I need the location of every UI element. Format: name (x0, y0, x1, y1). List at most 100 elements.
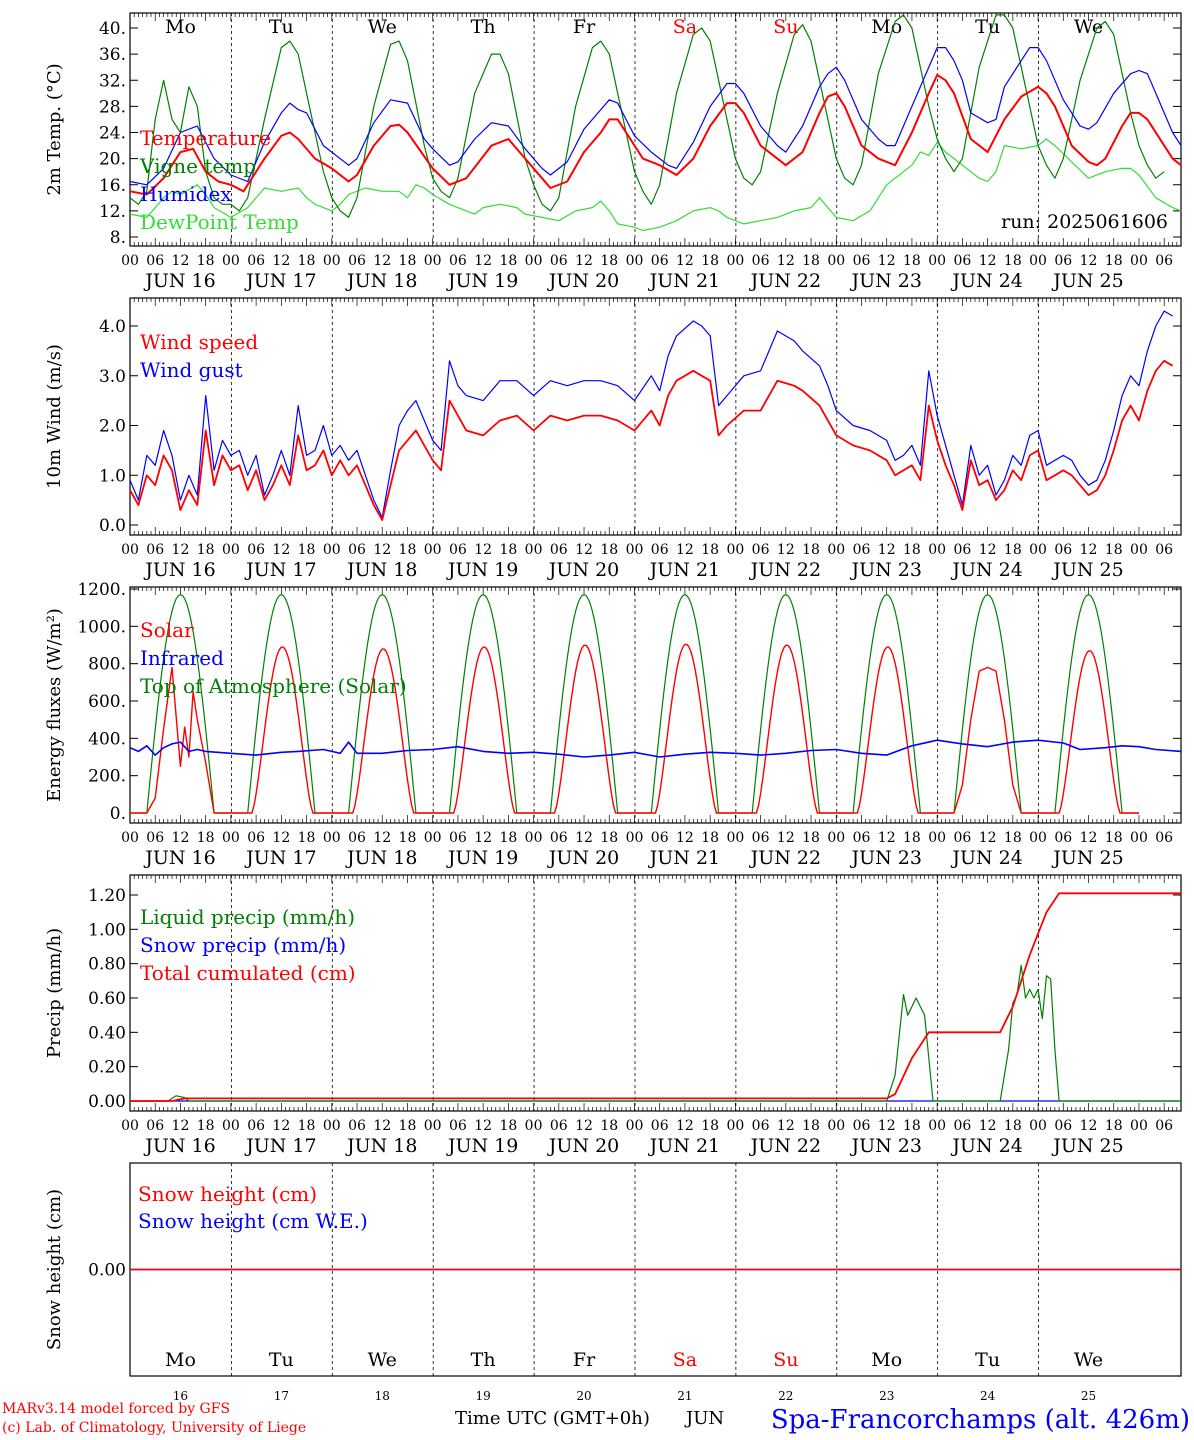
hour-tick-label: 06 (752, 253, 770, 269)
date-label: JUN 23 (849, 270, 921, 292)
hour-tick-label: 12 (676, 830, 694, 846)
flux-legend-item: Top of Atmosphere (Solar) (140, 674, 407, 698)
hour-tick-label: 18 (298, 542, 316, 558)
hour-tick-label: 06 (550, 1118, 568, 1134)
hour-tick-label: 06 (853, 542, 871, 558)
hour-tick-label: 00 (726, 253, 744, 269)
snow-legend-item: Snow height (cm) (138, 1182, 317, 1206)
hour-tick-label: 18 (802, 253, 820, 269)
wind-legend-item: Wind speed (140, 330, 258, 354)
hour-tick-label: 06 (651, 830, 669, 846)
day-name-top: Sa (673, 16, 697, 38)
hour-tick-label: 12 (979, 542, 997, 558)
date-label: JUN 24 (950, 847, 1022, 869)
date-label: JUN 20 (547, 270, 619, 292)
hour-tick-label: 18 (1004, 830, 1022, 846)
date-label: JUN 21 (648, 559, 720, 581)
y-axis-label: 10m Wind (m/s) (44, 344, 65, 489)
hour-tick-label: 06 (1155, 830, 1173, 846)
station-title: Spa-Francorchamps (alt. 426m) (771, 1405, 1190, 1435)
hour-tick-label: 12 (172, 253, 190, 269)
y-tick-label: 36. (99, 45, 126, 65)
hour-tick-label: 00 (1029, 253, 1047, 269)
y-tick-label: 12. (99, 202, 126, 222)
hour-tick-label: 00 (424, 542, 442, 558)
date-label: JUN 22 (749, 270, 821, 292)
temp-series-line (129, 138, 1182, 232)
hour-tick-label: 06 (449, 1118, 467, 1134)
hour-tick-label: 12 (979, 830, 997, 846)
hour-tick-label: 00 (1130, 830, 1148, 846)
hour-tick-label: 12 (272, 1118, 290, 1134)
hour-tick-label: 12 (878, 542, 896, 558)
hour-tick-label: 18 (802, 830, 820, 846)
hour-tick-label: 18 (701, 830, 719, 846)
hour-tick-label: 06 (146, 253, 164, 269)
y-tick-label: 3.0 (99, 367, 126, 387)
precip-legend-item: Total cumulated (cm) (140, 961, 356, 985)
hour-tick-label: 18 (1105, 830, 1123, 846)
hour-tick-label: 00 (525, 253, 543, 269)
hour-tick-label: 12 (575, 542, 593, 558)
hour-tick-label: 18 (1004, 1118, 1022, 1134)
hour-tick-label: 12 (272, 542, 290, 558)
hour-tick-label: 12 (1080, 542, 1098, 558)
day-name-top: Su (773, 16, 798, 38)
hour-tick-label: 06 (651, 542, 669, 558)
hour-tick-label: 12 (373, 253, 391, 269)
hour-tick-label: 06 (247, 542, 265, 558)
y-tick-label: 1.00 (88, 920, 126, 940)
hour-tick-label: 12 (474, 1118, 492, 1134)
hour-tick-label: 06 (1155, 542, 1173, 558)
date-label: JUN 23 (849, 847, 921, 869)
month-label: JUN (684, 1408, 724, 1429)
day-number: 19 (475, 1389, 490, 1403)
day-name-top: Mo (165, 16, 196, 38)
y-tick-label: 40. (99, 19, 126, 39)
hour-tick-label: 06 (348, 830, 366, 846)
hour-tick-label: 06 (853, 253, 871, 269)
date-label: JUN 22 (749, 559, 821, 581)
hour-tick-label: 18 (802, 542, 820, 558)
hour-tick-label: 18 (701, 542, 719, 558)
date-label: JUN 16 (143, 270, 215, 292)
date-label: JUN 24 (950, 1135, 1022, 1157)
day-number: 17 (274, 1389, 289, 1403)
y-tick-label: 20. (99, 150, 126, 170)
hour-tick-label: 12 (272, 253, 290, 269)
hour-tick-label: 12 (676, 542, 694, 558)
hour-tick-label: 06 (1054, 830, 1072, 846)
hour-tick-label: 00 (323, 542, 341, 558)
hour-tick-label: 12 (777, 1118, 795, 1134)
hour-tick-label: 00 (222, 542, 240, 558)
y-axis-label: Snow height (cm) (44, 1189, 65, 1350)
hour-tick-label: 00 (222, 1118, 240, 1134)
y-tick-label: 4.0 (99, 317, 126, 337)
hour-tick-label: 18 (600, 830, 618, 846)
date-label: JUN 21 (648, 847, 720, 869)
hour-tick-label: 12 (878, 830, 896, 846)
hour-tick-label: 00 (424, 253, 442, 269)
hour-tick-label: 18 (399, 1118, 417, 1134)
hour-tick-label: 06 (348, 1118, 366, 1134)
hour-tick-label: 06 (853, 1118, 871, 1134)
y-tick-label: 400. (88, 729, 126, 749)
day-number: 23 (879, 1389, 894, 1403)
hour-tick-label: 18 (1004, 253, 1022, 269)
day-number: 24 (980, 1389, 996, 1403)
hour-tick-label: 06 (550, 542, 568, 558)
y-tick-label: 0.80 (88, 955, 126, 975)
day-name-bottom: We (368, 1349, 397, 1371)
date-label: JUN 18 (345, 559, 417, 581)
date-label: JUN 19 (446, 559, 518, 581)
hour-tick-label: 12 (172, 830, 190, 846)
y-tick-label: 0.60 (88, 989, 126, 1009)
y-tick-label: 1.20 (88, 886, 126, 906)
day-name-bottom: Mo (871, 1349, 902, 1371)
precip-legend-item: Liquid precip (mm/h) (140, 905, 355, 929)
hour-tick-label: 00 (626, 1118, 644, 1134)
hour-tick-label: 18 (197, 1118, 215, 1134)
hour-tick-label: 00 (928, 542, 946, 558)
hour-tick-label: 12 (1080, 1118, 1098, 1134)
hour-tick-label: 00 (928, 830, 946, 846)
